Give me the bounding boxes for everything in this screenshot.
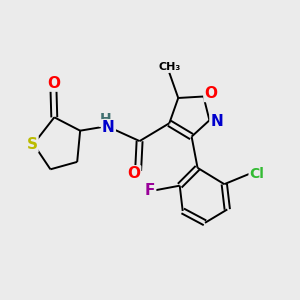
Text: F: F [145, 183, 155, 198]
Text: N: N [102, 120, 115, 135]
Text: S: S [26, 136, 38, 152]
Text: H: H [100, 112, 111, 126]
Text: O: O [204, 86, 218, 101]
Text: O: O [127, 166, 140, 181]
Text: O: O [47, 76, 60, 91]
Text: Cl: Cl [250, 167, 264, 181]
Text: N: N [211, 114, 223, 129]
Text: CH₃: CH₃ [158, 62, 180, 72]
